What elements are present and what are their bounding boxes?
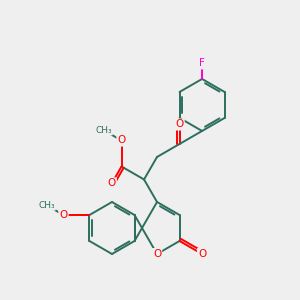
Text: O: O — [176, 119, 184, 130]
Text: O: O — [117, 136, 126, 146]
Text: O: O — [153, 249, 161, 259]
Text: O: O — [108, 178, 116, 188]
Text: CH₃: CH₃ — [95, 126, 112, 135]
Text: CH₃: CH₃ — [38, 201, 55, 210]
Text: O: O — [198, 249, 206, 259]
Text: F: F — [199, 58, 205, 68]
Text: O: O — [59, 210, 68, 220]
